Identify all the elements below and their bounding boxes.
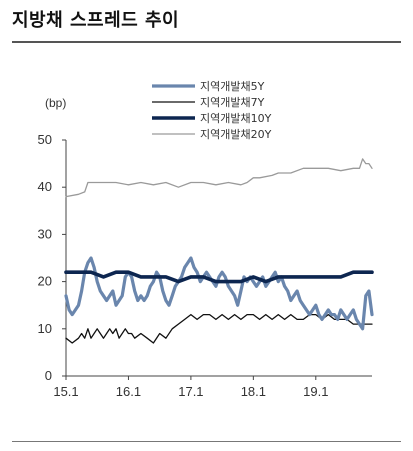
y-axis-label: (bp) [45,96,66,110]
legend-label-0: 지역개발채5Y [200,80,265,93]
series-line-0 [64,256,374,331]
chart-series [64,158,374,344]
chart-title: 지방채 스프레드 추이 [12,10,180,31]
title-underline [12,41,401,43]
y-tick-label: 20 [38,274,52,289]
chart-axes: 0 10 20 30 40 50 (bp) 15.1 16.1 17.1 18.1 19.1 [38,96,372,399]
series-line-1 [65,313,373,344]
x-tick-label: 17.1 [178,384,203,399]
series-line-2 [64,270,374,284]
x-tick-label: 15.1 [53,384,78,399]
y-tick-label: 0 [45,368,52,383]
x-tick-label: 18.1 [241,384,266,399]
legend-label-2: 지역개발채10Y [200,112,272,125]
bottom-divider [12,441,401,442]
legend-label-1: 지역개발채7Y [200,96,265,109]
y-tick-label: 10 [38,321,52,336]
series-line-3 [65,158,373,198]
y-tick-label: 30 [38,226,52,241]
y-tick-label: 50 [38,132,52,147]
legend-label-3: 지역개발채20Y [200,128,272,141]
chart-legend: 지역개발채5Y 지역개발채7Y 지역개발채10Y 지역개발채20Y [152,80,272,141]
x-tick-label: 16.1 [116,384,141,399]
x-tick-label: 19.1 [303,384,328,399]
y-tick-label: 40 [38,179,52,194]
